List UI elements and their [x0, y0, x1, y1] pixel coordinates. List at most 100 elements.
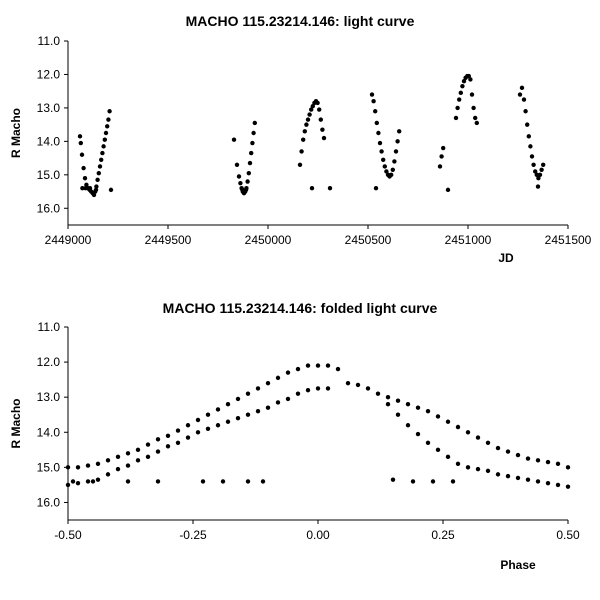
data-point: [245, 479, 251, 484]
data-point: [410, 479, 416, 484]
data-point: [205, 412, 211, 417]
data-point: [325, 363, 331, 368]
data-point: [465, 430, 471, 435]
x-tick-label: 0.50: [556, 528, 580, 542]
data-point: [365, 386, 371, 391]
data-point: [85, 479, 91, 484]
data-point: [236, 174, 242, 179]
data-point: [304, 122, 309, 127]
data-point: [77, 134, 83, 139]
x-tick-label: 2450000: [245, 233, 292, 247]
data-point: [145, 442, 151, 447]
data-point: [301, 137, 306, 142]
y-tick-label: 12.0: [37, 355, 61, 369]
data-point: [75, 480, 81, 486]
data-point: [260, 479, 266, 484]
data-point: [533, 169, 538, 174]
x-tick-label: 2451000: [445, 233, 492, 247]
data-point: [415, 405, 421, 410]
data-point: [455, 461, 461, 467]
data-point: [243, 187, 249, 193]
data-point: [525, 456, 531, 461]
data-point: [377, 140, 383, 146]
data-point: [523, 109, 528, 114]
data-point: [246, 170, 251, 176]
data-point: [102, 137, 108, 142]
x-tick-label: 0.00: [306, 528, 330, 542]
data-point: [105, 472, 111, 477]
data-point: [473, 115, 478, 121]
data-point: [437, 164, 443, 169]
data-point: [245, 179, 250, 184]
data-point: [345, 380, 351, 386]
data-point: [95, 177, 100, 183]
data-point: [100, 150, 105, 156]
data-point: [466, 73, 471, 79]
data-point: [155, 437, 161, 442]
data-point: [231, 137, 237, 142]
data-point: [145, 454, 151, 460]
data-point: [97, 164, 103, 169]
data-point: [405, 423, 411, 428]
data-point: [335, 366, 341, 372]
data-point: [125, 479, 131, 484]
data-point: [115, 454, 121, 460]
data-point: [535, 479, 541, 484]
data-point: [450, 479, 456, 484]
data-point: [395, 412, 401, 417]
data-point: [458, 90, 463, 96]
data-point: [80, 186, 85, 191]
data-point: [441, 145, 446, 151]
data-point: [105, 124, 110, 129]
data-point: [115, 466, 121, 472]
data-point: [75, 465, 81, 470]
data-point: [475, 435, 481, 440]
data-point: [495, 445, 501, 451]
data-point: [235, 396, 241, 402]
data-point: [103, 130, 109, 136]
data-point: [106, 117, 111, 122]
data-point: [135, 447, 141, 453]
data-point: [385, 402, 391, 407]
data-point: [155, 449, 161, 454]
data-point: [83, 186, 88, 191]
data-point: [315, 363, 321, 368]
y-tick-label: 16.0: [37, 495, 61, 509]
data-point: [96, 170, 102, 176]
data-point: [445, 454, 451, 460]
data-point: [545, 459, 551, 465]
data-point: [389, 172, 394, 178]
data-point: [521, 97, 527, 102]
y-tick-label: 13.0: [37, 390, 61, 404]
data-point: [175, 440, 181, 445]
data-point: [305, 387, 311, 393]
data-point: [539, 167, 544, 172]
data-point: [460, 83, 465, 89]
data-point: [439, 154, 444, 159]
data-point: [165, 433, 171, 438]
data-point: [317, 107, 322, 112]
data-point: [94, 184, 99, 189]
data-point: [235, 416, 241, 421]
x-tick-label: 2449500: [145, 233, 192, 247]
data-point: [255, 409, 261, 414]
data-point: [455, 105, 460, 111]
data-point: [369, 92, 375, 97]
data-point: [135, 458, 141, 463]
data-point: [265, 380, 271, 386]
data-point: [91, 192, 97, 198]
data-point: [101, 144, 106, 149]
y-tick-label: 13.0: [37, 101, 61, 115]
data-point: [82, 175, 88, 181]
data-point: [517, 92, 523, 97]
y-tick-label: 11.0: [38, 320, 61, 334]
y-tick-label: 14.0: [37, 425, 61, 439]
data-point: [528, 144, 533, 149]
data-point: [531, 162, 536, 167]
data-point: [125, 463, 131, 468]
data-point: [468, 77, 473, 82]
data-point: [534, 172, 539, 178]
data-point: [307, 112, 312, 117]
data-point: [475, 466, 481, 472]
data-point: [545, 480, 551, 486]
